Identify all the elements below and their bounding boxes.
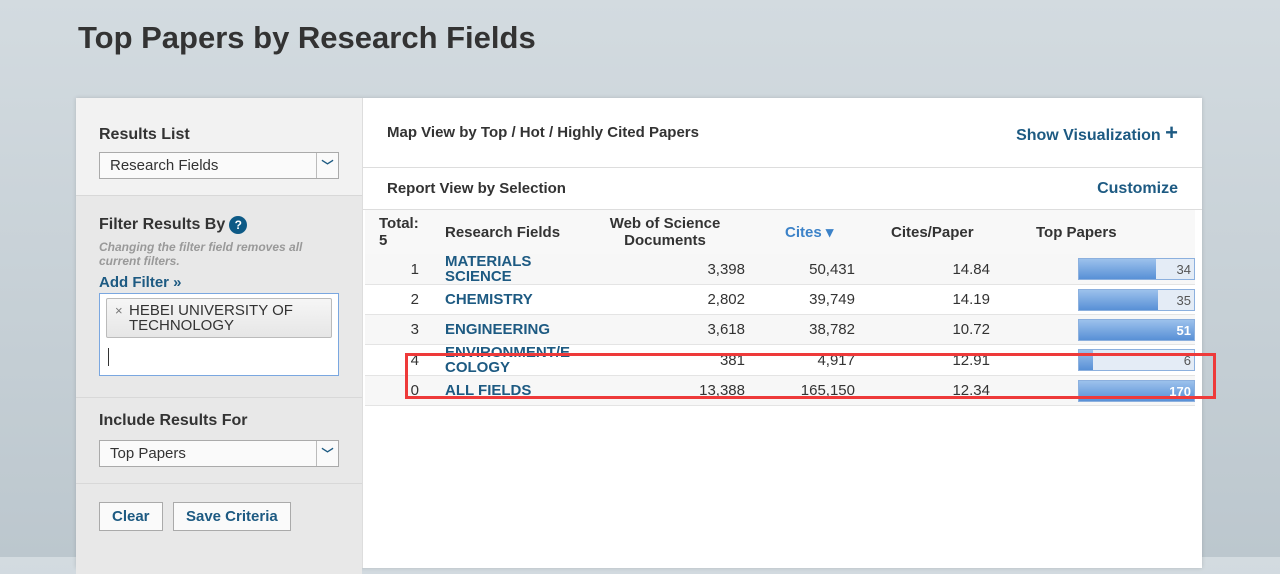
rank-cell: 0: [365, 375, 425, 406]
cites-per-paper-cell: 14.84: [855, 254, 990, 285]
results-list-label: Results List: [99, 126, 190, 143]
field-link[interactable]: MATERIALS SCIENCE: [445, 253, 532, 285]
field-link[interactable]: ALL FIELDS: [445, 382, 532, 399]
select-value: Research Fields: [110, 157, 219, 174]
filter-label: Filter Results By: [99, 216, 226, 234]
include-label: Include Results For: [99, 412, 248, 429]
top-papers-value: 170: [1169, 383, 1191, 399]
save-criteria-button[interactable]: Save Criteria: [172, 502, 291, 531]
total-header: Total: 5: [365, 210, 425, 254]
chevron-down-icon: ﹀: [316, 441, 338, 466]
remove-tag-icon[interactable]: ×: [115, 303, 123, 319]
cites-per-paper-cell: 12.34: [855, 375, 990, 406]
documents-cell: 3,398: [585, 254, 745, 285]
sidebar: Results List Research Fields ﹀ Filter Res…: [76, 98, 363, 574]
show-vis-label: Show Visualization: [1016, 126, 1161, 144]
top-papers-value: 35: [1176, 292, 1191, 308]
top-papers-value: 51: [1176, 322, 1191, 338]
filter-tag: × HEBEI UNIVERSITY OF TECHNOLOGY: [106, 298, 332, 339]
bar-fill: [1079, 319, 1194, 340]
add-filter-link[interactable]: Add Filter »: [99, 274, 182, 292]
select-value: Top Papers: [110, 445, 186, 462]
filter-note: Changing the filter field removes all cu…: [99, 240, 303, 269]
include-select[interactable]: Top Papers ﹀: [99, 440, 339, 467]
field-link[interactable]: ENVIRONMENT/E COLOGY: [445, 344, 571, 376]
top-papers-bar[interactable]: 35: [1078, 288, 1195, 311]
cites-per-paper-cell: 14.19: [855, 284, 990, 315]
cites-per-paper-cell: 10.72: [855, 314, 990, 345]
rank-cell: 3: [365, 314, 425, 345]
field-link[interactable]: CHEMISTRY: [445, 291, 533, 308]
rank-cell: 1: [365, 254, 425, 285]
top-papers-value: 6: [1183, 353, 1191, 368]
top-papers-header[interactable]: Top Papers: [990, 210, 1195, 254]
filter-tag-label: HEBEI UNIVERSITY OF TECHNOLOGY: [129, 302, 293, 335]
results-panel: Results List Research Fields ﹀ Filter Res…: [76, 98, 1202, 574]
bar-fill: [1079, 289, 1158, 310]
clear-button[interactable]: Clear: [99, 502, 163, 531]
page-title: Top Papers by Research Fields: [78, 20, 536, 55]
rank-cell: 4: [365, 344, 425, 376]
cites-cell: 38,782: [745, 314, 855, 345]
results-list-select[interactable]: Research Fields ﹀: [99, 152, 339, 179]
documents-cell: 13,388: [585, 375, 745, 406]
documents-cell: 2,802: [585, 284, 745, 315]
bar-fill: [1079, 380, 1194, 401]
map-view-label: Map View by Top / Hot / Highly Cited Pap…: [387, 124, 699, 141]
filter-input[interactable]: × HEBEI UNIVERSITY OF TECHNOLOGY: [99, 293, 339, 377]
cites-label: Cites: [785, 223, 822, 241]
sort-desc-icon: ▾: [825, 223, 834, 241]
cites-per-paper-header[interactable]: Cites/Paper: [855, 210, 990, 254]
chevron-down-icon: ﹀: [316, 153, 338, 178]
highlight-box: [405, 353, 1216, 399]
rank-cell: 2: [365, 284, 425, 315]
top-papers-value: 34: [1176, 262, 1191, 277]
plus-icon: +: [1165, 119, 1178, 145]
research-fields-header[interactable]: Research Fields: [425, 210, 585, 254]
bar-fill: [1079, 259, 1156, 279]
show-visualization-button[interactable]: Show Visualization +: [1016, 120, 1178, 146]
top-papers-bar[interactable]: 51: [1078, 318, 1195, 341]
table-row: 2 CHEMISTRY 2,802 39,749 14.19 35: [365, 284, 1195, 315]
cites-header[interactable]: Cites ▾: [745, 210, 855, 254]
table-row: 1 MATERIALS SCIENCE 3,398 50,431 14.84 3…: [365, 254, 1195, 285]
cites-cell: 39,749: [745, 284, 855, 315]
field-link[interactable]: ENGINEERING: [445, 321, 551, 338]
documents-header[interactable]: Web of Science Documents: [585, 210, 745, 254]
cites-cell: 50,431: [745, 254, 855, 285]
top-papers-bar[interactable]: 34: [1078, 258, 1195, 280]
help-icon[interactable]: ?: [229, 216, 248, 234]
report-view-label: Report View by Selection: [387, 180, 566, 197]
customize-link[interactable]: Customize: [1097, 179, 1178, 197]
documents-cell: 3,618: [585, 314, 745, 345]
table-row: 3 ENGINEERING 3,618 38,782 10.72 51: [365, 314, 1195, 345]
text-cursor: [108, 348, 109, 367]
cites-cell: 165,150: [745, 375, 855, 406]
main-content: Map View by Top / Hot / Highly Cited Pap…: [363, 98, 1202, 568]
